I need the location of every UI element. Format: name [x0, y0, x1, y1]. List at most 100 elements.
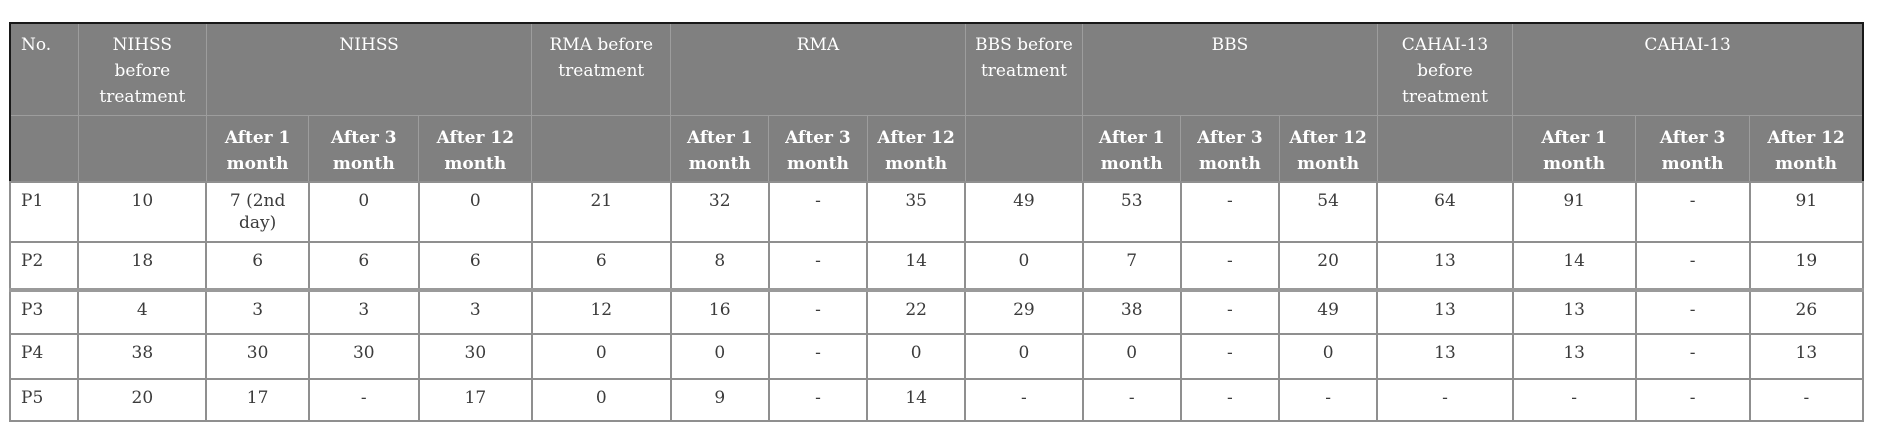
table-cell: 18	[77, 240, 208, 291]
table-cell: 38	[1081, 287, 1182, 335]
table-row: P5 20 17 - 17 0 9 - 14 - - - - - - - -	[8, 377, 1865, 422]
table-cell: 13	[1376, 240, 1514, 291]
table-cell: -	[1748, 377, 1865, 422]
header-rma-after1: After 1 month	[670, 114, 770, 182]
table-cell: 91	[1511, 180, 1637, 243]
table-cell: 14	[866, 377, 967, 422]
table-cell: 0	[964, 240, 1084, 291]
header-cahai-after3: After 3 month	[1634, 114, 1751, 182]
header-nihss-after12: After 12 month	[418, 114, 533, 182]
header-nihss-after1: After 1 month	[205, 114, 310, 182]
header-empty	[1376, 114, 1514, 182]
table-cell: -	[1634, 377, 1751, 422]
table-cell: -	[1179, 332, 1281, 380]
table-cell: 0	[866, 332, 967, 380]
header-rma-after12: After 12 month	[866, 114, 966, 182]
header-empty	[531, 114, 672, 182]
table-cell: 0	[669, 332, 770, 380]
table-row: P1 10 7 (2nd day) 0 0 21 32 - 35 49 53 -…	[8, 180, 1865, 243]
table-cell: -	[1277, 377, 1379, 422]
table-cell: 6	[530, 240, 672, 291]
table-cell: 30	[307, 332, 420, 380]
table-cell: 14	[1511, 240, 1637, 291]
row-label: P2	[8, 240, 80, 291]
table-cell: 0	[964, 332, 1084, 380]
table-cell: 3	[417, 287, 533, 335]
header-cahai-before: CAHAI-13 before treatment	[1376, 22, 1514, 116]
row-label: P5	[8, 377, 80, 422]
table-cell: 19	[1748, 240, 1865, 291]
table-cell: 6	[417, 240, 533, 291]
table-cell: -	[1179, 240, 1281, 291]
table-cell: 8	[669, 240, 770, 291]
table-cell: 49	[1277, 287, 1379, 335]
table-cell: -	[1634, 240, 1751, 291]
patient-outcomes-table: No. NIHSS before treatment NIHSS RMA bef…	[8, 22, 1865, 422]
table-cell: -	[1511, 377, 1637, 422]
header-cahai-group: CAHAI-13	[1512, 22, 1864, 116]
header-nihss-before: NIHSS before treatment	[77, 22, 207, 116]
table-cell: 54	[1277, 180, 1379, 243]
table-cell: 30	[205, 332, 310, 380]
header-rma-after3: After 3 month	[768, 114, 868, 182]
table-cell: -	[1634, 287, 1751, 335]
table-cell: -	[767, 287, 869, 335]
header-group-row: No. NIHSS before treatment NIHSS RMA bef…	[9, 22, 1864, 116]
table-row: P3 4 3 3 3 12 16 - 22 29 38 - 49 13 13 -…	[8, 287, 1865, 335]
row-label: P3	[8, 287, 80, 335]
header-bbs-after1: After 1 month	[1082, 114, 1182, 182]
table-cell: 53	[1081, 180, 1182, 243]
row-label: P4	[8, 332, 80, 380]
table-cell: 35	[866, 180, 967, 243]
header-cahai-after12: After 12 month	[1749, 114, 1864, 182]
table-cell: 30	[417, 332, 533, 380]
header-nihss-group: NIHSS	[205, 22, 533, 116]
table-cell: 64	[1376, 180, 1514, 243]
table-cell: 0	[530, 332, 672, 380]
table-cell: -	[1179, 287, 1281, 335]
page: No. NIHSS before treatment NIHSS RMA bef…	[8, 22, 1865, 422]
header-rma-group: RMA	[670, 22, 966, 116]
header-empty	[9, 114, 79, 182]
table-cell: 7	[1081, 240, 1182, 291]
table-cell: 14	[866, 240, 967, 291]
header-nihss-after3: After 3 month	[308, 114, 420, 182]
table-cell: 10	[77, 180, 208, 243]
table-cell: 20	[1277, 240, 1379, 291]
table-cell: 13	[1376, 287, 1514, 335]
table-cell: 17	[205, 377, 310, 422]
table-cell: 13	[1748, 332, 1865, 380]
header-empty	[77, 114, 207, 182]
table-cell: 4	[77, 287, 208, 335]
table-cell: 12	[530, 287, 672, 335]
header-empty	[964, 114, 1084, 182]
row-label: P1	[8, 180, 80, 243]
table-cell: -	[767, 180, 869, 243]
table-cell: 0	[1081, 332, 1182, 380]
table-cell: 32	[669, 180, 770, 243]
table-cell: 26	[1748, 287, 1865, 335]
table-cell: 9	[669, 377, 770, 422]
table-cell: 13	[1511, 287, 1637, 335]
header-sub-row: After 1 month After 3 month After 12 mon…	[9, 114, 1864, 182]
table-cell: 0	[417, 180, 533, 243]
header-bbs-after12: After 12 month	[1278, 114, 1378, 182]
table-row: P4 38 30 30 30 0 0 - 0 0 0 - 0 13 13 - 1…	[8, 332, 1865, 380]
table-cell: 16	[669, 287, 770, 335]
table-cell: 91	[1748, 180, 1865, 243]
table-cell: -	[767, 240, 869, 291]
table-cell: 0	[1277, 332, 1379, 380]
header-cahai-after1: After 1 month	[1512, 114, 1636, 182]
table-cell: 17	[417, 377, 533, 422]
table-cell: 3	[307, 287, 420, 335]
table-cell: 13	[1376, 332, 1514, 380]
table-cell: 13	[1511, 332, 1637, 380]
table-cell: 3	[205, 287, 310, 335]
header-bbs-after3: After 3 month	[1180, 114, 1280, 182]
table-cell: 49	[964, 180, 1084, 243]
table-cell: 0	[530, 377, 672, 422]
header-bbs-group: BBS	[1082, 22, 1378, 116]
table-cell: -	[767, 377, 869, 422]
table-cell: 21	[530, 180, 672, 243]
table-header: No. NIHSS before treatment NIHSS RMA bef…	[9, 22, 1864, 182]
